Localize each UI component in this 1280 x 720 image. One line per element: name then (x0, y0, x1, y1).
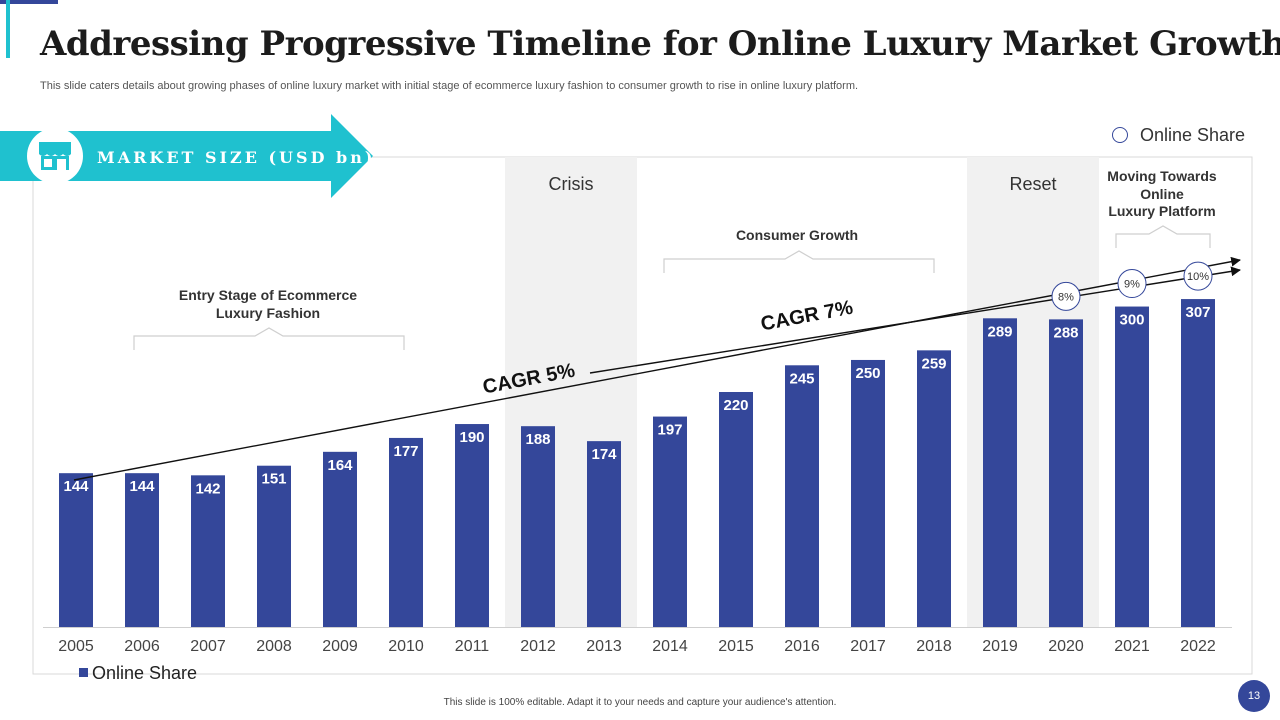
bar-2009 (323, 451, 357, 627)
share-label-2022: 10% (1187, 271, 1209, 283)
bar-value-label-2006: 144 (129, 478, 155, 495)
x-tick-label-2007: 2007 (190, 638, 226, 655)
bar-value-label-2012: 188 (525, 431, 550, 448)
x-tick-label-2018: 2018 (916, 638, 952, 655)
x-tick-label-2019: 2019 (982, 638, 1018, 655)
x-tick-label-2006: 2006 (124, 638, 160, 655)
bar-2015 (719, 392, 753, 627)
period-label-crisis: Crisis (549, 174, 594, 194)
share-label-2021: 9% (1124, 279, 1140, 291)
x-tick-label-2005: 2005 (58, 638, 94, 655)
legend-bottom-label: Online Share (92, 663, 197, 683)
x-tick-label-2016: 2016 (784, 638, 820, 655)
x-tick-label-2011: 2011 (455, 638, 490, 655)
bar-2008 (257, 465, 291, 627)
bar-2005 (59, 473, 93, 627)
phase-bracket-1 (133, 327, 405, 350)
legend-top-label: Online Share (1140, 125, 1245, 145)
share-circle-2020 (1051, 281, 1081, 311)
bar-value-label-2008: 151 (261, 471, 286, 488)
share-circle-2021 (1117, 269, 1147, 299)
bar-value-label-2016: 245 (789, 370, 814, 387)
bar-value-label-2011: 190 (459, 429, 484, 446)
bar-2010 (389, 437, 423, 627)
legend-top-marker (1112, 127, 1128, 143)
bar-2018 (917, 350, 951, 627)
bar-value-label-2021: 300 (1119, 312, 1144, 329)
bar-2019 (983, 318, 1017, 627)
x-tick-label-2021: 2021 (1114, 638, 1150, 655)
x-tick-label-2013: 2013 (586, 638, 622, 655)
period-label-reset: Reset (1009, 174, 1056, 194)
bar-value-label-2018: 259 (921, 355, 946, 372)
bar-value-label-2017: 250 (855, 365, 880, 382)
phase-label-2: Consumer Growth (736, 227, 858, 243)
x-tick-label-2014: 2014 (652, 638, 688, 655)
bar-value-label-2019: 289 (987, 323, 1012, 340)
phase-label-3: Moving Towards Online Luxury Platform (1107, 168, 1217, 219)
bar-value-label-2015: 220 (723, 397, 748, 414)
x-tick-label-2020: 2020 (1048, 638, 1084, 655)
slide-subtitle: This slide caters details about growing … (40, 80, 859, 92)
top-accent-stripe (6, 0, 10, 58)
bar-value-label-2009: 164 (327, 457, 353, 474)
slide-title: Addressing Progressive Timeline for Onli… (40, 24, 1280, 64)
bar-2014 (653, 416, 687, 627)
bar-value-label-2010: 177 (393, 443, 418, 460)
x-tick-label-2017: 2017 (850, 638, 886, 655)
bar-2011 (455, 424, 489, 627)
phase-bracket-3 (1115, 225, 1211, 248)
bar-value-label-2007: 142 (195, 480, 220, 497)
bar-value-label-2020: 288 (1053, 324, 1078, 341)
phase-bracket-2 (663, 250, 935, 273)
bar-2022 (1181, 299, 1215, 627)
banner-label: MARKET SIZE (USD bn) (97, 148, 375, 167)
bar-value-label-2005: 144 (63, 478, 89, 495)
share-circle-2022 (1183, 261, 1213, 291)
x-tick-label-2010: 2010 (388, 638, 424, 655)
x-tick-label-2008: 2008 (256, 638, 292, 655)
banner-arrow (0, 114, 373, 198)
top-accent-bar (0, 0, 58, 4)
bar-value-label-2014: 197 (657, 422, 682, 439)
bar-value-label-2013: 174 (591, 446, 617, 463)
x-tick-label-2022: 2022 (1180, 638, 1216, 655)
x-tick-label-2012: 2012 (520, 638, 556, 655)
store-icon (39, 142, 71, 170)
bar-value-label-2022: 307 (1185, 304, 1210, 321)
page-number: 13 (1238, 680, 1270, 712)
footer-note: This slide is 100% editable. Adapt it to… (443, 697, 837, 708)
cagr-arrow-1 (73, 256, 1241, 481)
bar-2012 (521, 426, 555, 627)
legend-bottom-swatch (79, 668, 88, 677)
share-label-2020: 8% (1058, 291, 1074, 303)
phase-label-1: Entry Stage of Ecommerce Luxury Fashion (179, 287, 357, 321)
x-tick-label-2009: 2009 (322, 638, 358, 655)
bar-2007 (191, 475, 225, 627)
bar-2006 (125, 473, 159, 627)
bar-2017 (851, 359, 885, 627)
bar-2013 (587, 441, 621, 627)
bar-2020 (1049, 319, 1083, 627)
bar-2021 (1115, 306, 1149, 627)
x-tick-label-2015: 2015 (718, 638, 754, 655)
bar-2016 (785, 365, 819, 627)
